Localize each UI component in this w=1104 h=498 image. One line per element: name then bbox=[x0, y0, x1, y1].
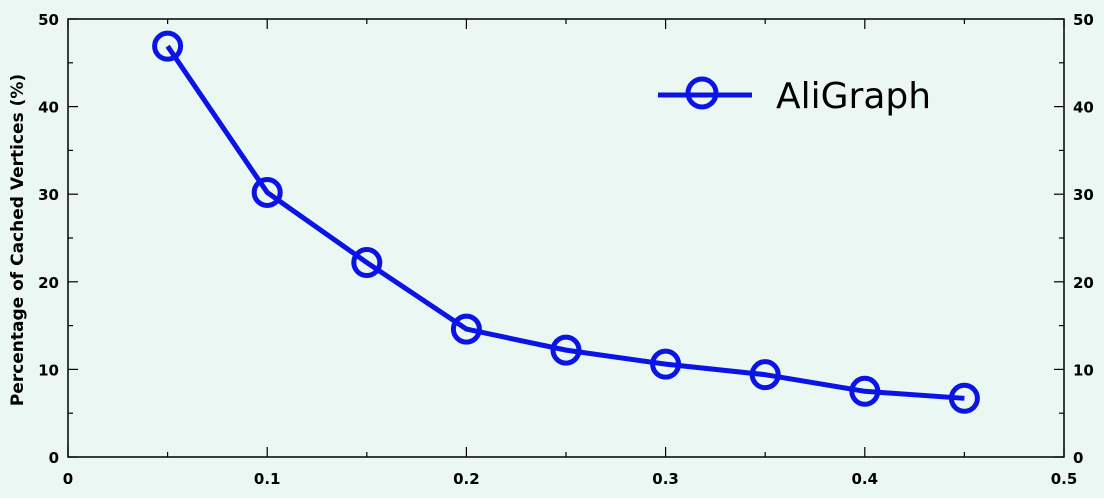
x-tick-label: 0.3 bbox=[652, 470, 679, 488]
right-y-tick-label: 40 bbox=[1073, 99, 1094, 117]
right-y-tick-label: 50 bbox=[1073, 11, 1094, 29]
legend-marker bbox=[685, 76, 719, 110]
data-point bbox=[650, 348, 682, 380]
data-point bbox=[152, 30, 184, 62]
right-y-tick-label: 10 bbox=[1073, 361, 1094, 379]
y-tick-label: 20 bbox=[38, 274, 59, 292]
data-point bbox=[550, 334, 582, 366]
right-y-tick-label: 30 bbox=[1073, 186, 1094, 204]
series-line bbox=[165, 44, 965, 401]
x-tick-label: 0.1 bbox=[254, 470, 281, 488]
x-tick-label: 0.2 bbox=[453, 470, 480, 488]
y-tick-label: 50 bbox=[38, 11, 59, 29]
x-tick-label: 0 bbox=[63, 470, 73, 488]
axis-ticks bbox=[67, 18, 1065, 458]
right-y-tick-label: 0 bbox=[1073, 449, 1083, 467]
data-point bbox=[450, 313, 482, 345]
y-axis-title: Percentage of Cached Vertices (%) bbox=[8, 74, 28, 406]
right-y-tick-label: 20 bbox=[1073, 274, 1094, 292]
y-tick-label: 0 bbox=[49, 449, 59, 467]
legend: AliGraph bbox=[658, 76, 931, 117]
series-layer bbox=[152, 30, 980, 414]
x-tick-label: 0.5 bbox=[1051, 470, 1078, 488]
data-point bbox=[251, 176, 283, 208]
y-tick-label: 40 bbox=[38, 99, 59, 117]
y-tick-label: 10 bbox=[38, 361, 59, 379]
y-tick-label: 30 bbox=[38, 186, 59, 204]
data-point bbox=[849, 375, 881, 407]
data-point bbox=[351, 247, 383, 279]
legend-label: AliGraph bbox=[776, 76, 931, 117]
data-point bbox=[749, 359, 781, 391]
x-tick-label: 0.4 bbox=[852, 470, 879, 488]
data-point bbox=[948, 382, 980, 414]
